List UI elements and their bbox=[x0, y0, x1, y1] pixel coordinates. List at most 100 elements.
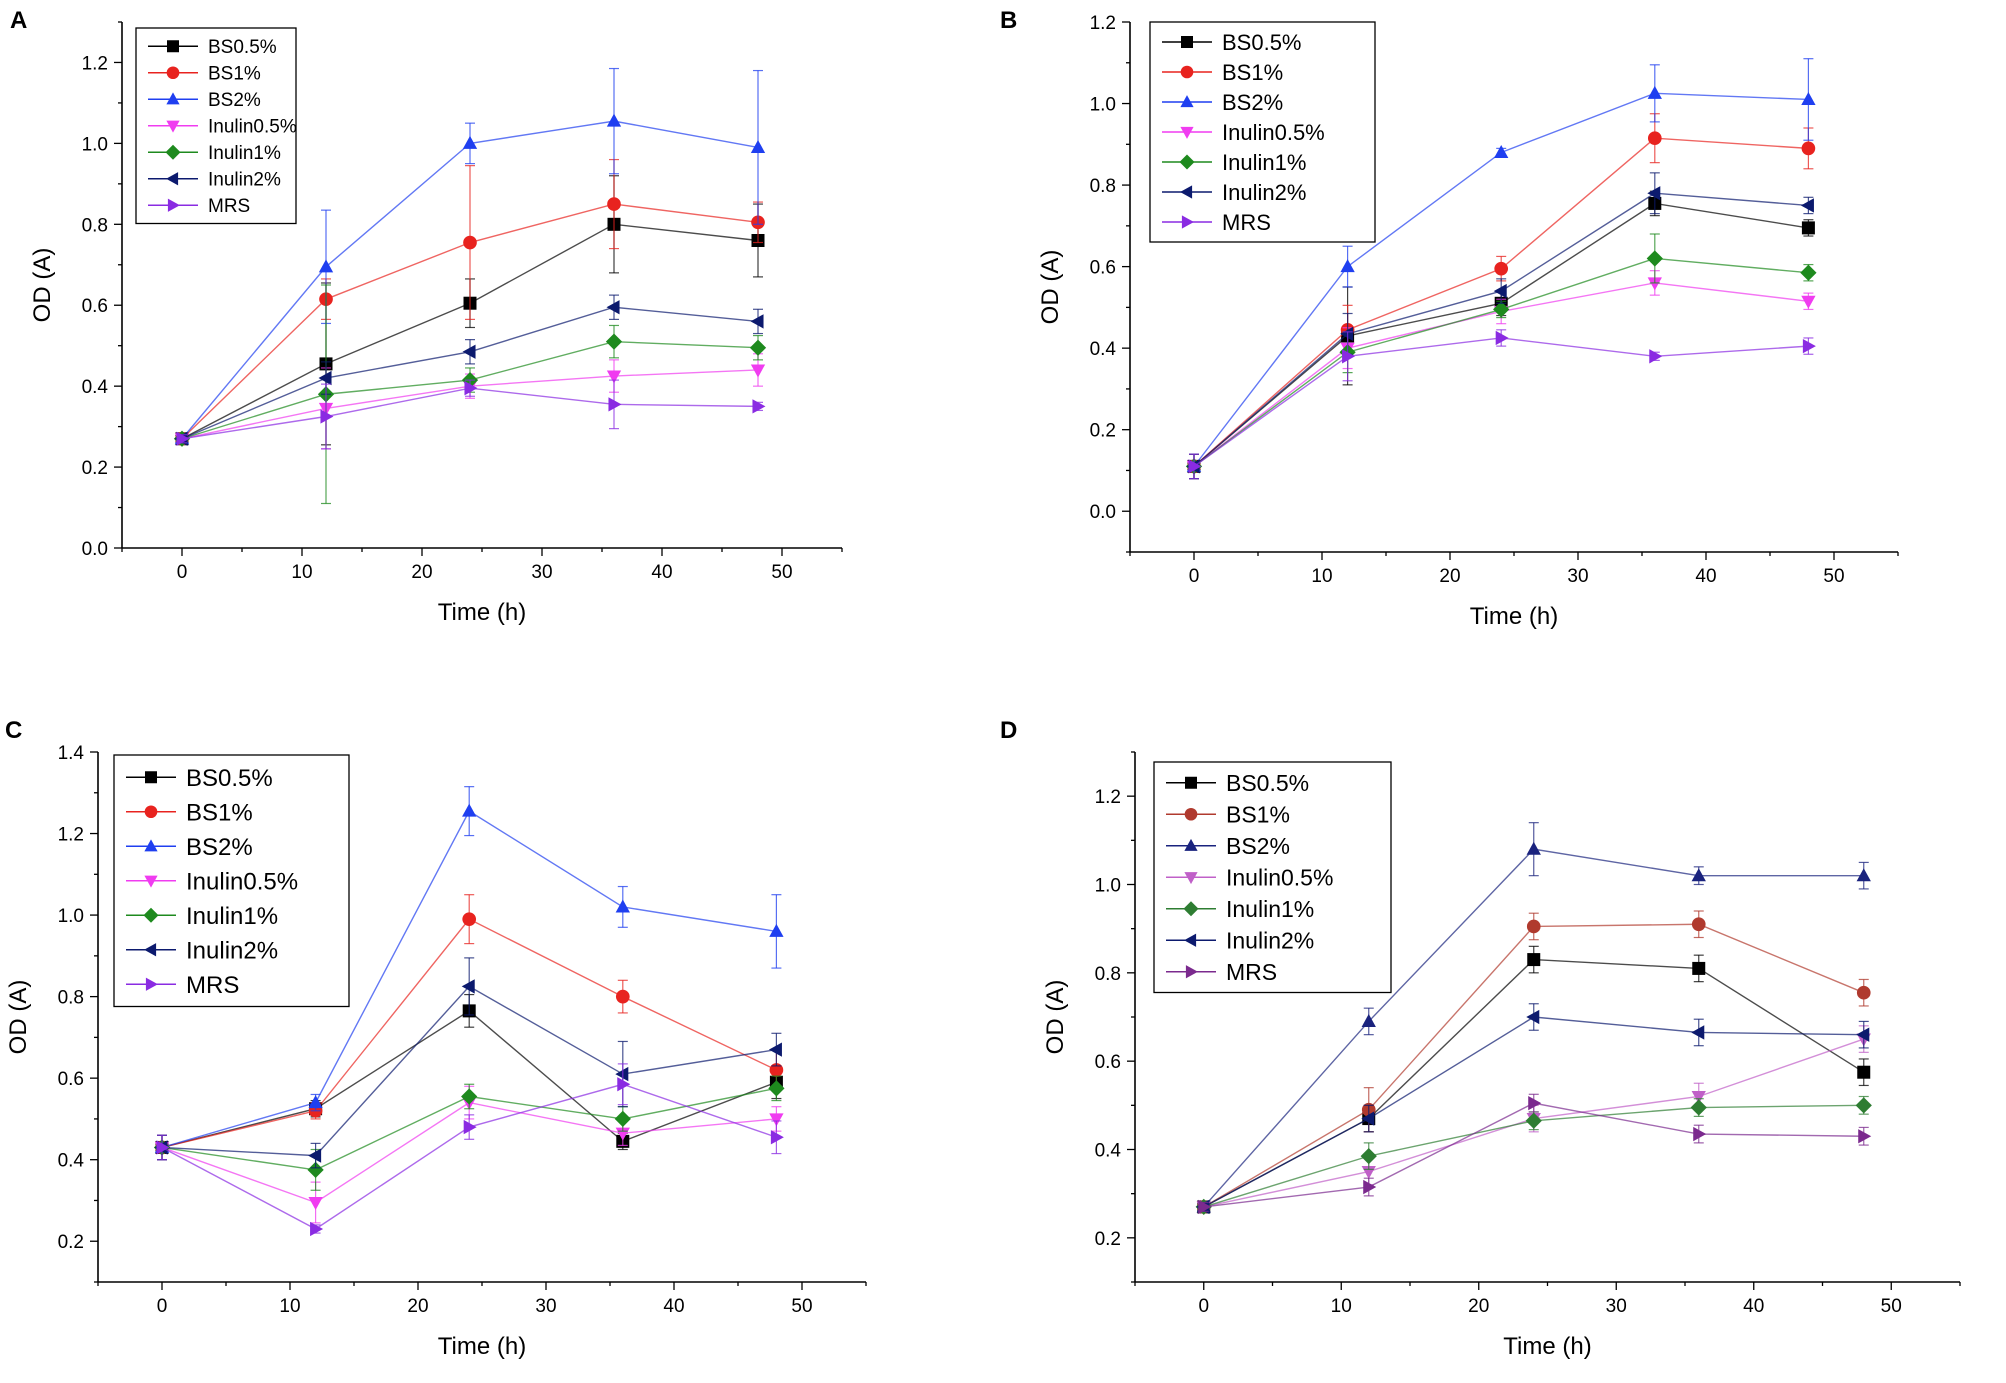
y-tick-label: 1.2 bbox=[58, 825, 84, 846]
legend-label: BS2% bbox=[186, 834, 253, 861]
y-tick-label: 0.6 bbox=[1095, 1052, 1121, 1073]
data-point bbox=[318, 259, 334, 273]
data-point bbox=[1691, 1090, 1706, 1104]
legend-marker bbox=[145, 771, 157, 784]
legend-label: Inulin0.5% bbox=[1226, 865, 1333, 891]
data-point bbox=[1855, 1097, 1872, 1114]
data-point bbox=[749, 339, 767, 356]
data-point bbox=[1647, 277, 1662, 291]
y-tick-label: 0.0 bbox=[82, 539, 108, 560]
data-point bbox=[1856, 1027, 1870, 1042]
y-tick-label: 0.8 bbox=[1095, 964, 1121, 985]
legend-marker bbox=[1184, 933, 1197, 947]
x-tick-label: 40 bbox=[651, 562, 672, 583]
legend-marker bbox=[166, 92, 180, 105]
y-tick-label: 0.8 bbox=[58, 988, 84, 1009]
data-point bbox=[462, 803, 477, 817]
data-point bbox=[750, 314, 764, 329]
y-tick-label: 0.0 bbox=[1090, 502, 1116, 523]
data-point bbox=[1528, 1095, 1542, 1111]
x-tick-label: 20 bbox=[407, 1296, 428, 1317]
legend-label: BS1% bbox=[1222, 60, 1283, 85]
x-axis-label: Time (h) bbox=[1470, 603, 1558, 630]
data-point bbox=[1856, 985, 1871, 1000]
legend-marker bbox=[165, 144, 181, 160]
data-point bbox=[1342, 349, 1356, 364]
legend-marker bbox=[1184, 838, 1198, 851]
data-point bbox=[768, 1042, 782, 1057]
data-point bbox=[769, 1113, 784, 1127]
legend-marker bbox=[144, 839, 158, 852]
data-point bbox=[1646, 250, 1663, 267]
legend-label: Inulin0.5% bbox=[186, 868, 298, 895]
legend-marker bbox=[1181, 215, 1194, 229]
x-tick-label: 0 bbox=[1198, 1296, 1209, 1317]
legend: BS0.5% BS1% BS2% Inulin0.5% Inulin1% Inulin2%… bbox=[1149, 21, 1376, 243]
series-Inulin2% bbox=[1186, 172, 1814, 480]
data-point bbox=[1340, 259, 1355, 273]
data-point bbox=[607, 197, 621, 211]
y-tick-label: 0.6 bbox=[58, 1069, 84, 1090]
series-BS2% bbox=[174, 67, 766, 445]
data-point bbox=[770, 1130, 784, 1145]
x-axis-label: Time (h) bbox=[438, 599, 526, 626]
legend-label: Inulin1% bbox=[1222, 150, 1306, 175]
data-point bbox=[1525, 1112, 1542, 1129]
y-tick-label: 1.0 bbox=[1090, 95, 1116, 116]
y-tick-label: 1.0 bbox=[1095, 876, 1121, 897]
x-tick-label: 0 bbox=[157, 1296, 168, 1317]
data-point bbox=[1526, 1009, 1540, 1025]
legend-label: BS2% bbox=[1222, 90, 1283, 115]
data-point bbox=[1363, 1179, 1377, 1195]
series-Inulin2% bbox=[1196, 1003, 1870, 1215]
legend-label: MRS bbox=[208, 196, 250, 217]
x-tick-label: 50 bbox=[1881, 1296, 1902, 1317]
x-tick-label: 0 bbox=[1189, 566, 1200, 587]
legend-marker bbox=[1180, 65, 1194, 79]
legend-label: Inulin0.5% bbox=[1222, 120, 1325, 145]
data-point bbox=[461, 979, 475, 994]
data-point bbox=[750, 139, 766, 153]
x-tick-label: 10 bbox=[1331, 1296, 1352, 1317]
data-point bbox=[1493, 301, 1510, 318]
legend-marker bbox=[1184, 807, 1198, 821]
data-point bbox=[320, 409, 334, 424]
x-tick-label: 40 bbox=[1695, 566, 1716, 587]
data-point bbox=[615, 989, 630, 1004]
legend-marker bbox=[1185, 965, 1198, 979]
series-Inulin2% bbox=[174, 294, 764, 446]
data-point bbox=[462, 135, 478, 149]
data-point bbox=[1198, 1199, 1212, 1215]
legend-marker bbox=[144, 805, 158, 819]
panel-label: B bbox=[1000, 7, 1017, 34]
data-point bbox=[615, 1066, 629, 1082]
data-point bbox=[310, 1221, 324, 1237]
x-tick-label: 30 bbox=[535, 1296, 556, 1317]
data-point bbox=[1857, 1065, 1871, 1079]
y-tick-label: 1.0 bbox=[82, 134, 108, 155]
data-point bbox=[1360, 1148, 1377, 1165]
y-axis-label: OD (A) bbox=[5, 980, 32, 1055]
data-point bbox=[156, 1140, 170, 1155]
legend-label: Inulin1% bbox=[1226, 896, 1314, 922]
x-tick-label: 0 bbox=[177, 562, 188, 583]
y-tick-label: 0.6 bbox=[82, 296, 108, 317]
panel-D: D 0 10 20 30 40 50 0.2 0.4 0.6 0.8 1.0 1.2 Time (h) O… bbox=[1000, 717, 1961, 1360]
series-MRS bbox=[1188, 329, 1816, 480]
legend-label: MRS bbox=[1222, 210, 1271, 235]
data-point bbox=[617, 1077, 631, 1092]
y-tick-label: 1.4 bbox=[58, 743, 85, 764]
series-MRS bbox=[1198, 1093, 1872, 1215]
data-point bbox=[615, 899, 630, 913]
legend-marker bbox=[1180, 95, 1194, 108]
legend-label: Inulin2% bbox=[1226, 928, 1314, 954]
legend-label: BS0.5% bbox=[1226, 770, 1309, 796]
y-tick-label: 1.2 bbox=[1090, 13, 1116, 34]
panel-label: A bbox=[10, 7, 27, 34]
data-point bbox=[1801, 91, 1816, 105]
legend-marker bbox=[166, 172, 179, 186]
x-axis-label: Time (h) bbox=[1503, 1333, 1591, 1360]
data-point bbox=[1802, 338, 1816, 354]
legend-label: Inulin2% bbox=[186, 937, 278, 964]
